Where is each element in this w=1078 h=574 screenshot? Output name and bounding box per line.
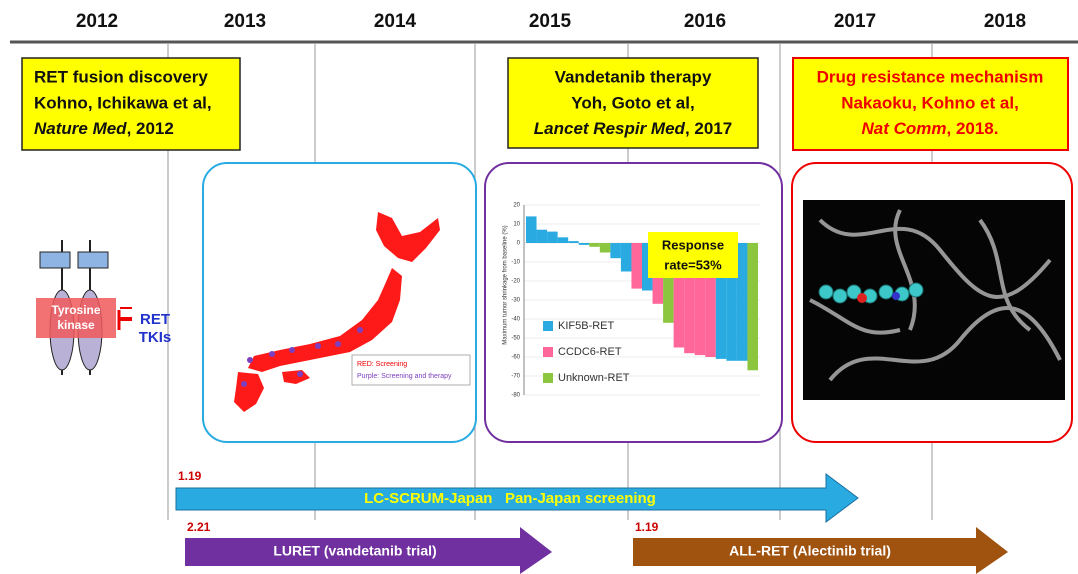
- start-date: 1.19: [178, 469, 202, 483]
- year-header: 2012 2013 2014 2015 2016 2017 2018: [76, 11, 1026, 32]
- bar: [610, 243, 621, 258]
- domain-label: kinase: [57, 318, 95, 332]
- y-tick-label: 20: [513, 203, 520, 209]
- year-label: 2016: [684, 11, 726, 32]
- bar: [537, 230, 548, 243]
- bar: [589, 243, 600, 247]
- y-tick-label: -50: [511, 336, 520, 342]
- annotation: rate=53%: [664, 257, 722, 272]
- legend-swatch: [543, 373, 553, 383]
- year-label: 2018: [984, 11, 1026, 32]
- y-tick-label: -20: [511, 279, 520, 285]
- year-label: 2013: [224, 11, 266, 32]
- domain-label: Tyrosine: [51, 303, 100, 317]
- start-date: 1.19: [635, 520, 659, 534]
- year-text: , 2012: [127, 119, 174, 138]
- drug-label: RET: [140, 311, 170, 328]
- map-legend-text: RED: Screening: [357, 361, 407, 368]
- bar: [737, 243, 748, 361]
- headline-text: Lancet Respir Med, 2017: [534, 119, 732, 138]
- journal: Nat Comm: [861, 119, 946, 138]
- timeline-slide: 2012 2013 2014 2015 2016 2017 2018 RET fusion …: [0, 0, 1078, 574]
- legend-swatch: [543, 347, 553, 357]
- journal: Lancet Respir Med: [534, 119, 686, 138]
- bar: [568, 241, 579, 243]
- headline-text: Nakaoku, Kohno et al,: [841, 93, 1019, 112]
- headline-text: Nat Comm, 2018.: [861, 119, 998, 138]
- year-text: , 2018.: [947, 119, 999, 138]
- bar: [558, 237, 569, 243]
- drug-label: TKIs: [139, 329, 172, 346]
- year-text: , 2017: [685, 119, 732, 138]
- headline-text: Nature Med, 2012: [34, 119, 174, 138]
- y-axis-label: Maximum tumor shrinkage from baseline (%…: [503, 225, 509, 344]
- start-date: 2.21: [187, 520, 211, 534]
- bar: [526, 216, 537, 243]
- arrow-label: LC-SCRUM-Japan Pan-Japan screening: [364, 490, 656, 507]
- bar: [621, 243, 632, 272]
- y-tick-label: -70: [511, 374, 520, 380]
- year-label: 2015: [529, 11, 572, 32]
- legend-label: CCDC6-RET: [558, 346, 622, 358]
- annotation: Response: [662, 237, 724, 252]
- year-label: 2012: [76, 11, 118, 32]
- bar: [631, 243, 642, 289]
- bar: [579, 243, 590, 245]
- legend-label: Unknown-RET: [558, 372, 630, 384]
- journal: Nature Med: [34, 119, 127, 138]
- y-tick-label: -40: [511, 317, 520, 323]
- headline-text: Kohno, Ichikawa et al,: [34, 93, 212, 112]
- bar: [547, 232, 558, 243]
- map-legend-box: [352, 355, 470, 385]
- legend-swatch: [543, 321, 553, 331]
- bar: [747, 243, 758, 370]
- headline-text: Vandetanib therapy: [555, 67, 712, 86]
- y-tick-label: -60: [511, 355, 520, 361]
- y-tick-label: -80: [511, 393, 520, 399]
- bar: [600, 243, 611, 253]
- arrow-label: LURET (vandetanib trial): [273, 543, 436, 559]
- map-legend-text: Purple: Screening and therapy: [357, 373, 452, 380]
- headline-text: Drug resistance mechanism: [817, 67, 1044, 86]
- year-label: 2017: [834, 11, 876, 32]
- y-tick-label: -30: [511, 298, 520, 304]
- year-label: 2014: [374, 11, 417, 32]
- y-tick-label: -10: [511, 260, 520, 266]
- legend-label: KIF5B-RET: [558, 320, 615, 332]
- headline-text: RET fusion discovery: [34, 67, 208, 86]
- headline-text: Yoh, Goto et al,: [571, 93, 694, 112]
- protein-structure-image: [803, 200, 1065, 400]
- y-tick-label: 10: [513, 222, 520, 228]
- arrow-label: ALL-RET (Alectinib trial): [729, 543, 891, 559]
